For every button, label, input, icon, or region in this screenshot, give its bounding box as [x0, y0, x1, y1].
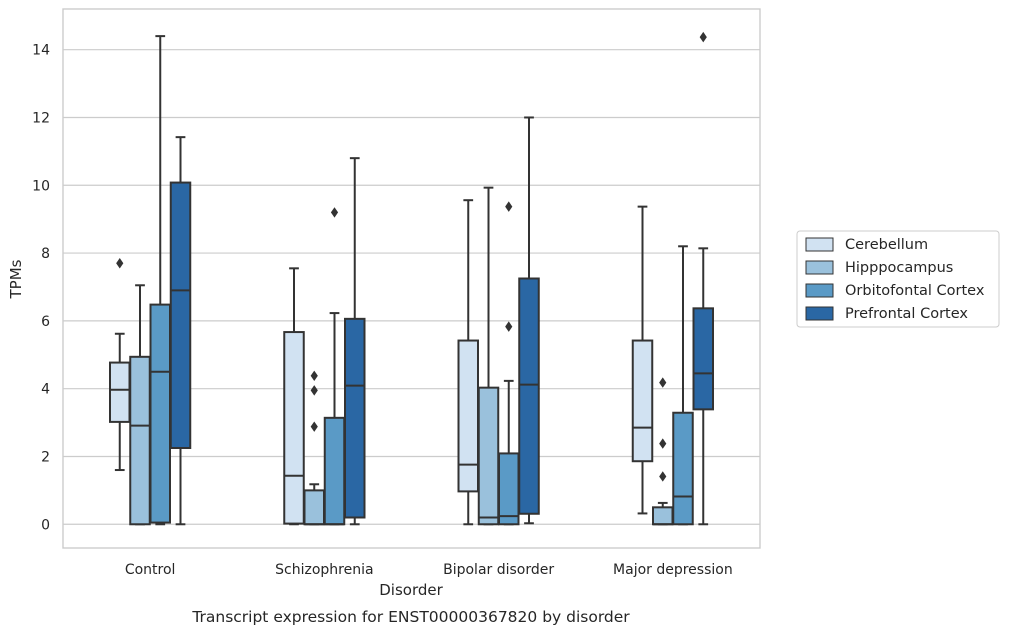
legend: Cerebellum Hipppocampus Orbitofontal Corte…: [796, 230, 1000, 328]
box: [518, 277, 540, 515]
box: [303, 489, 325, 526]
legend-frame: [796, 230, 1000, 328]
outlier-point: [505, 321, 513, 332]
box: [477, 386, 500, 526]
box: [109, 361, 131, 423]
outlier-point: [330, 207, 339, 218]
box: [323, 416, 346, 526]
box: [149, 303, 171, 524]
x-axis-label: Disorder: [379, 581, 443, 599]
legend-entry: Cerebellum: [845, 237, 928, 253]
box: [344, 317, 366, 519]
y-tick-label: 2: [41, 449, 50, 465]
y-tick-labels: 0 2 4 6 8 10 12 14: [32, 43, 50, 534]
box: [129, 355, 151, 526]
box-marks: [109, 31, 714, 526]
x-tick-label: Major depression: [613, 562, 733, 578]
box: [692, 307, 714, 411]
outlier-point: [116, 258, 124, 269]
box: [631, 339, 654, 463]
x-tick-labels: Control Schizophrenia Bipolar disorder Majo…: [125, 562, 733, 578]
legend-swatch: [805, 260, 834, 275]
chart-caption: Transcript expression for ENST0000036782…: [191, 608, 630, 626]
box: [672, 411, 694, 526]
outlier-point: [310, 421, 318, 432]
y-tick-label: 4: [41, 382, 50, 398]
outlier-point: [310, 370, 318, 381]
legend-entry: Prefrontal Cortex: [845, 306, 968, 322]
legend-entry: Hipppocampus: [845, 260, 953, 276]
y-axis-label: TPMs: [7, 259, 25, 299]
x-tick-label: Bipolar disorder: [443, 562, 554, 578]
x-tick-label: Schizophrenia: [275, 562, 373, 578]
outlier-point: [659, 377, 667, 388]
outlier-point: [310, 385, 318, 396]
box: [169, 181, 192, 449]
outlier-point: [659, 438, 667, 449]
y-tick-label: 10: [32, 178, 50, 194]
box: [283, 331, 305, 525]
legend-swatch: [805, 306, 834, 321]
outlier-point: [659, 471, 667, 482]
y-tick-label: 12: [32, 110, 50, 126]
y-tick-label: 8: [41, 246, 50, 262]
legend-swatch: [805, 237, 834, 252]
legend-entry: Orbitofontal Cortex: [845, 283, 985, 299]
x-tick-label: Control: [125, 562, 176, 578]
y-tick-label: 14: [32, 43, 50, 59]
box: [498, 452, 520, 526]
outlier-point: [699, 31, 707, 43]
box: [652, 506, 674, 526]
outlier-point: [505, 201, 513, 212]
box: [457, 339, 479, 493]
y-tick-label: 0: [41, 517, 50, 533]
y-tick-label: 6: [41, 314, 50, 330]
legend-swatch: [805, 283, 834, 298]
